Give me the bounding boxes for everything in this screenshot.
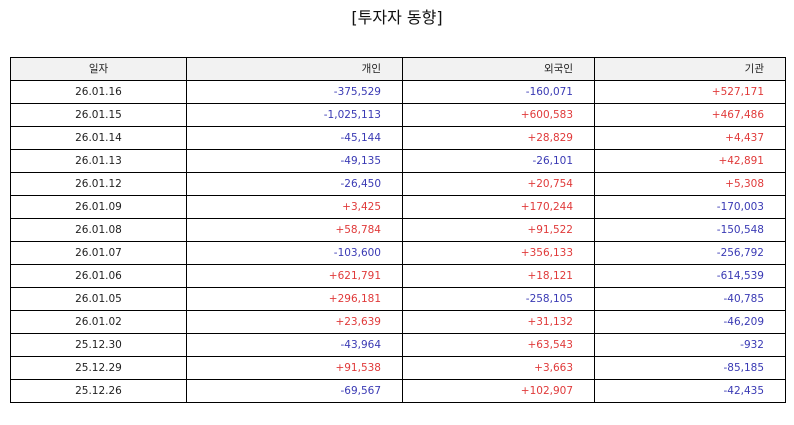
cell-individual: -103,600 bbox=[186, 241, 403, 265]
cell-date: 26.01.16 bbox=[10, 80, 187, 104]
cell-individual: -1,025,113 bbox=[186, 103, 403, 127]
cell-foreign: +31,132 bbox=[402, 310, 595, 334]
header-individual: 개인 bbox=[186, 57, 403, 81]
cell-date: 25.12.29 bbox=[10, 356, 187, 380]
cell-foreign: +91,522 bbox=[402, 218, 595, 242]
cell-individual: -45,144 bbox=[186, 126, 403, 150]
table-row: 26.01.15 -1,025,113 +600,583 +467,486 bbox=[10, 103, 786, 127]
cell-foreign: +18,121 bbox=[402, 264, 595, 288]
cell-institution: +42,891 bbox=[594, 149, 786, 173]
cell-date: 25.12.30 bbox=[10, 333, 187, 357]
cell-individual: +621,791 bbox=[186, 264, 403, 288]
cell-institution: -170,003 bbox=[594, 195, 786, 219]
table-body: 26.01.16 -375,529 -160,071 +527,171 26.01.15… bbox=[10, 80, 786, 403]
table-header-row: 일자 개인 외국인 기관 bbox=[10, 57, 786, 81]
cell-foreign: +63,543 bbox=[402, 333, 595, 357]
table-row: 26.01.13 -49,135 -26,101 +42,891 bbox=[10, 149, 786, 173]
cell-institution: -932 bbox=[594, 333, 786, 357]
cell-individual: +3,425 bbox=[186, 195, 403, 219]
cell-institution: -150,548 bbox=[594, 218, 786, 242]
cell-foreign: +3,663 bbox=[402, 356, 595, 380]
cell-foreign: +102,907 bbox=[402, 379, 595, 403]
cell-individual: +58,784 bbox=[186, 218, 403, 242]
cell-date: 26.01.08 bbox=[10, 218, 187, 242]
cell-individual: +91,538 bbox=[186, 356, 403, 380]
table-row: 26.01.05 +296,181 -258,105 -40,785 bbox=[10, 287, 786, 311]
table-row: 26.01.12 -26,450 +20,754 +5,308 bbox=[10, 172, 786, 196]
header-foreign: 외국인 bbox=[402, 57, 595, 81]
cell-date: 25.12.26 bbox=[10, 379, 187, 403]
table-row: 26.01.16 -375,529 -160,071 +527,171 bbox=[10, 80, 786, 104]
cell-individual: -69,567 bbox=[186, 379, 403, 403]
cell-institution: -40,785 bbox=[594, 287, 786, 311]
cell-foreign: +600,583 bbox=[402, 103, 595, 127]
cell-institution: -46,209 bbox=[594, 310, 786, 334]
table-row: 26.01.07 -103,600 +356,133 -256,792 bbox=[10, 241, 786, 265]
cell-date: 26.01.13 bbox=[10, 149, 187, 173]
cell-date: 26.01.15 bbox=[10, 103, 187, 127]
cell-individual: -26,450 bbox=[186, 172, 403, 196]
cell-foreign: +20,754 bbox=[402, 172, 595, 196]
cell-foreign: -26,101 bbox=[402, 149, 595, 173]
cell-individual: +23,639 bbox=[186, 310, 403, 334]
table-row: 26.01.08 +58,784 +91,522 -150,548 bbox=[10, 218, 786, 242]
table-row: 25.12.26 -69,567 +102,907 -42,435 bbox=[10, 379, 786, 403]
table-row: 25.12.30 -43,964 +63,543 -932 bbox=[10, 333, 786, 357]
cell-individual: -49,135 bbox=[186, 149, 403, 173]
investor-trend-table: 일자 개인 외국인 기관 26.01.16 -375,529 -160,071 +52… bbox=[10, 57, 786, 403]
cell-institution: +5,308 bbox=[594, 172, 786, 196]
table-row: 26.01.06 +621,791 +18,121 -614,539 bbox=[10, 264, 786, 288]
cell-foreign: -160,071 bbox=[402, 80, 595, 104]
cell-date: 26.01.05 bbox=[10, 287, 187, 311]
cell-individual: -43,964 bbox=[186, 333, 403, 357]
cell-date: 26.01.09 bbox=[10, 195, 187, 219]
cell-date: 26.01.06 bbox=[10, 264, 187, 288]
cell-institution: +4,437 bbox=[594, 126, 786, 150]
cell-institution: +527,171 bbox=[594, 80, 786, 104]
cell-date: 26.01.14 bbox=[10, 126, 187, 150]
table-row: 26.01.09 +3,425 +170,244 -170,003 bbox=[10, 195, 786, 219]
cell-date: 26.01.02 bbox=[10, 310, 187, 334]
header-institution: 기관 bbox=[594, 57, 786, 81]
page-title: [투자자 동향] bbox=[351, 8, 443, 27]
cell-individual: -375,529 bbox=[186, 80, 403, 104]
cell-foreign: +28,829 bbox=[402, 126, 595, 150]
cell-date: 26.01.07 bbox=[10, 241, 187, 265]
cell-institution: -85,185 bbox=[594, 356, 786, 380]
cell-foreign: +170,244 bbox=[402, 195, 595, 219]
header-date: 일자 bbox=[10, 57, 187, 81]
cell-individual: +296,181 bbox=[186, 287, 403, 311]
cell-institution: -614,539 bbox=[594, 264, 786, 288]
cell-foreign: -258,105 bbox=[402, 287, 595, 311]
table-row: 26.01.14 -45,144 +28,829 +4,437 bbox=[10, 126, 786, 150]
cell-institution: -256,792 bbox=[594, 241, 786, 265]
table-row: 26.01.02 +23,639 +31,132 -46,209 bbox=[10, 310, 786, 334]
cell-institution: -42,435 bbox=[594, 379, 786, 403]
table-row: 25.12.29 +91,538 +3,663 -85,185 bbox=[10, 356, 786, 380]
cell-date: 26.01.12 bbox=[10, 172, 187, 196]
cell-institution: +467,486 bbox=[594, 103, 786, 127]
cell-foreign: +356,133 bbox=[402, 241, 595, 265]
